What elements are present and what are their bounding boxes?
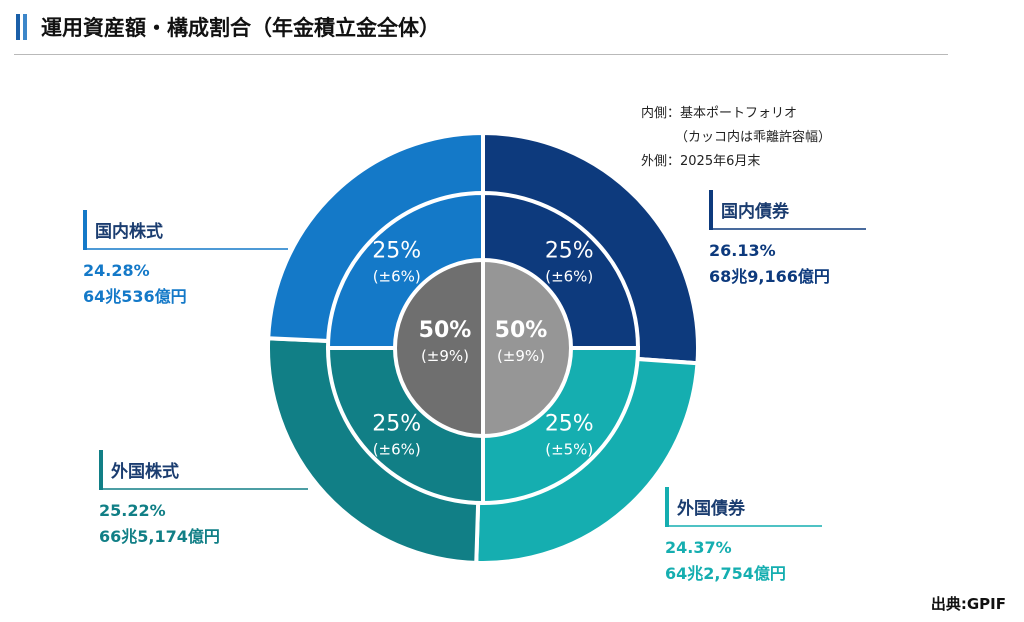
callout-percent: 24.28% — [83, 261, 150, 280]
callout-domestic-stocks: 国内株式 24.28% 64兆536億円 — [83, 210, 288, 306]
callout-percent: 26.13% — [709, 241, 776, 260]
callout-name: 国内株式 — [95, 221, 163, 242]
source-credit: 出典:GPIF — [930, 595, 1006, 613]
title-bar: 運用資産額・構成割合（年金積立金全体） — [16, 12, 440, 42]
middle-pct-label: 25% — [372, 239, 421, 264]
callout-percent: 24.37% — [665, 538, 732, 557]
callout-domestic-bonds: 国内債券 26.13% 68兆9,166億円 — [709, 190, 866, 286]
callout-name: 国内債券 — [721, 201, 790, 222]
note-inner: 内側：基本ポートフォリオ — [641, 106, 798, 121]
title-accent-bar — [16, 14, 20, 40]
callout-amount: 68兆9,166億円 — [709, 267, 830, 286]
callout-amount: 66兆5,174億円 — [99, 527, 220, 546]
middle-band-label: (±6%) — [373, 268, 421, 286]
note-inner-sub: （カッコ内は乖離許容幅） — [675, 130, 832, 145]
chart-note: 内側：基本ポートフォリオ （カッコ内は乖離許容幅） 外側：2025年6月末 — [641, 102, 831, 174]
callout-percent: 25.22% — [99, 501, 166, 520]
middle-band-label: (±5%) — [545, 440, 593, 458]
callout-amount: 64兆536億円 — [83, 287, 187, 306]
middle-band-label: (±6%) — [373, 440, 421, 458]
center-pct-label: 50% — [419, 318, 472, 343]
callout-marker — [99, 450, 103, 490]
callout-name: 外国債券 — [677, 498, 746, 519]
callout-name: 外国株式 — [111, 461, 179, 482]
center-half-right — [481, 257, 573, 439]
page-title: 運用資産額・構成割合（年金積立金全体） — [41, 16, 440, 40]
middle-pct-label: 25% — [545, 411, 594, 436]
title-divider — [14, 54, 948, 55]
callout-foreign-stocks: 外国株式 25.22% 66兆5,174億円 — [99, 450, 308, 546]
middle-band-label: (±6%) — [545, 268, 593, 286]
callout-marker — [665, 487, 669, 527]
callout-amount: 64兆2,754億円 — [665, 564, 786, 583]
middle-pct-label: 25% — [545, 239, 594, 264]
center-band-label: (±9%) — [421, 347, 469, 365]
center-half-left — [393, 257, 485, 439]
title-accent-bar-light — [23, 14, 27, 40]
callout-marker — [83, 210, 87, 250]
note-outer: 外側：2025年6月末 — [641, 154, 761, 169]
callout-foreign-bonds: 外国債券 24.37% 64兆2,754億円 — [665, 487, 822, 583]
callout-marker — [709, 190, 713, 230]
middle-pct-label: 25% — [372, 411, 421, 436]
center-pct-label: 50% — [495, 318, 548, 343]
center-band-label: (±9%) — [497, 347, 545, 365]
